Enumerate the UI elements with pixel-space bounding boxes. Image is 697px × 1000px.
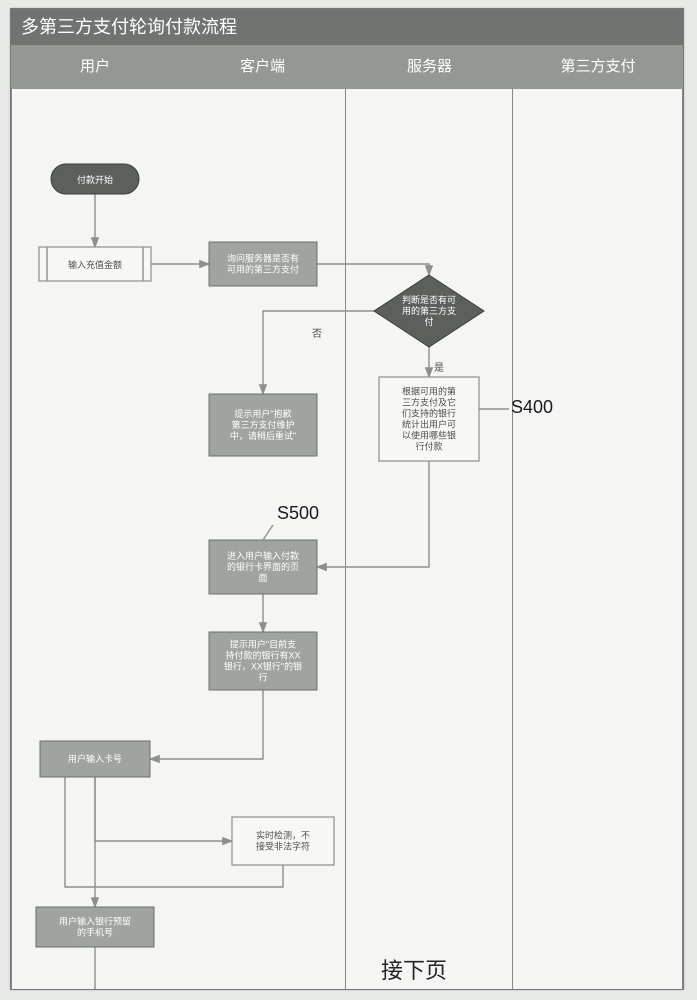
svg-text:行: 行 xyxy=(258,672,267,683)
svg-text:是: 是 xyxy=(434,362,444,374)
svg-text:付: 付 xyxy=(424,317,433,327)
svg-text:可用的第三方支付: 可用的第三方支付 xyxy=(227,264,299,275)
svg-text:的手机号: 的手机号 xyxy=(77,927,113,938)
svg-text:三方支付及它: 三方支付及它 xyxy=(402,397,456,408)
lane-header-user: 用户 xyxy=(11,45,180,89)
svg-text:统计出用户可: 统计出用户可 xyxy=(402,419,456,430)
svg-text:的银行卡界面的页: 的银行卡界面的页 xyxy=(227,561,299,572)
title-bar: 多第三方支付轮询付款流程 xyxy=(11,9,683,45)
continue-label: 接下页 xyxy=(381,953,447,985)
svg-text:第三方支付维护: 第三方支付维护 xyxy=(231,419,294,430)
swimlanes: 用户 客户端 服务器 第三方支付 否是 付款开始输入充值金额 询问服务器是否有可用的… xyxy=(11,45,683,989)
svg-text:付款开始: 付款开始 xyxy=(77,174,113,185)
diagram-title: 多第三方支付轮询付款流程 xyxy=(21,17,237,37)
svg-text:根据可用的第: 根据可用的第 xyxy=(402,386,456,397)
svg-text:银行，XX银行"的银: 银行，XX银行"的银 xyxy=(224,661,302,672)
svg-text:们支持的银行: 们支持的银行 xyxy=(402,408,456,419)
diagram-frame: 多第三方支付轮询付款流程 用户 客户端 服务器 第三方支付 否是 付款开始输入充值… xyxy=(10,8,684,990)
svg-text:S500: S500 xyxy=(277,503,319,523)
svg-text:接受非法字符: 接受非法字符 xyxy=(256,841,310,852)
lane-header-client: 客户端 xyxy=(179,45,347,89)
svg-text:用户输入银行预留: 用户输入银行预留 xyxy=(59,916,131,927)
page: 多第三方支付轮询付款流程 用户 客户端 服务器 第三方支付 否是 付款开始输入充值… xyxy=(0,0,697,1000)
lane-header-server: 服务器 xyxy=(346,45,514,89)
svg-text:用的第三方支: 用的第三方支 xyxy=(402,305,456,316)
svg-text:用户输入卡号: 用户输入卡号 xyxy=(68,753,122,764)
svg-text:进入用户输入付款: 进入用户输入付款 xyxy=(227,550,299,561)
svg-text:输入充值金额: 输入充值金额 xyxy=(68,259,122,270)
lane-header-thirdparty: 第三方支付 xyxy=(513,45,683,89)
svg-text:实时检测，不: 实时检测，不 xyxy=(256,830,310,841)
svg-text:以使用哪些银: 以使用哪些银 xyxy=(402,430,456,441)
svg-text:提示用户"目前支: 提示用户"目前支 xyxy=(230,639,296,650)
flowchart-canvas: 否是 付款开始输入充值金额 询问服务器是否有可用的第三方支付判断是否有可用的第三方支… xyxy=(11,89,683,989)
svg-text:判断是否有可: 判断是否有可 xyxy=(402,294,456,305)
svg-text:S400: S400 xyxy=(511,397,553,417)
svg-text:否: 否 xyxy=(312,328,322,340)
svg-text:中，请稍后重试": 中，请稍后重试" xyxy=(230,430,296,441)
svg-text:持付款的银行有XX: 持付款的银行有XX xyxy=(225,650,300,661)
svg-text:询问服务器是否有: 询问服务器是否有 xyxy=(227,253,299,264)
svg-text:行付款: 行付款 xyxy=(415,441,442,452)
svg-text:面: 面 xyxy=(258,573,267,583)
svg-text:提示用户"抱歉: 提示用户"抱歉 xyxy=(234,408,291,419)
